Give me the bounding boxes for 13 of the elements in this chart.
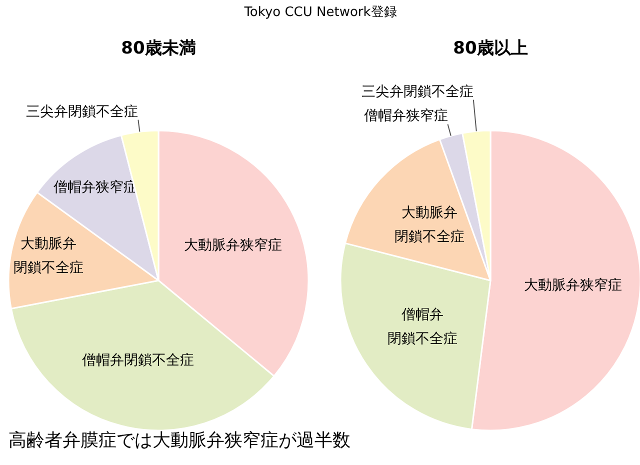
- slice-label: 三尖弁閉鎖不全症: [361, 84, 474, 100]
- text: Tokyo CCU Network登録: [243, 5, 397, 20]
- slice-label: 大動脈弁閉鎖不全症: [14, 236, 84, 276]
- slice-label: 大動脈弁狭窄症: [524, 278, 622, 294]
- text: 高齢者弁膜症では大動脈弁狭窄症が過半数: [8, 430, 350, 451]
- slice-label: 大動脈弁閉鎖不全症: [394, 204, 464, 245]
- slice-label: 僧帽弁閉鎖不全症: [82, 352, 194, 368]
- slice-label: 僧帽弁狭窄症: [364, 108, 448, 124]
- slice-label: 大動脈弁狭窄症: [184, 237, 282, 254]
- slice-label: 僧帽弁閉鎖不全症: [387, 306, 458, 347]
- chart-title: 80歳未満: [121, 38, 196, 58]
- chart-title: 80歳以上: [453, 38, 528, 58]
- slice-label: 三尖弁閉鎖不全症: [26, 104, 138, 120]
